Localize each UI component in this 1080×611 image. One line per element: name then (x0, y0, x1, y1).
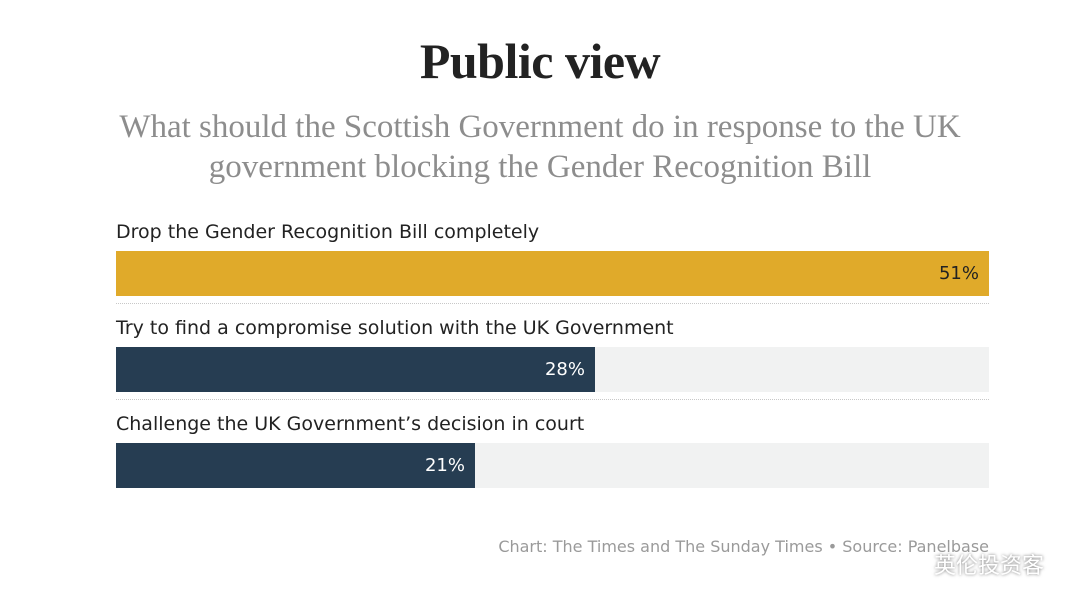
chart-credit: Chart: The Times and The Sunday Times • … (498, 537, 989, 556)
wechat-icon (897, 552, 927, 575)
bar-compromise (116, 347, 595, 392)
bar-track: 51% (116, 251, 989, 296)
bar-row-drop-bill: Drop the Gender Recognition Bill complet… (116, 218, 989, 296)
bar-row-compromise: Try to find a compromise solution with t… (116, 314, 989, 392)
watermark: 英伦投资客 (897, 548, 1044, 580)
bar-label: Drop the Gender Recognition Bill complet… (116, 221, 540, 243)
bar-track: 28% (116, 347, 989, 392)
bar-row-challenge: Challenge the UK Government’s decision i… (116, 410, 989, 488)
watermark-text: 英伦投资客 (933, 554, 1044, 579)
bar-challenge (116, 443, 475, 488)
row-divider (116, 303, 989, 304)
bar-label: Challenge the UK Government’s decision i… (116, 413, 585, 435)
bar-value-label: 28% (544, 359, 585, 380)
chart-title: Public view (419, 33, 661, 89)
row-divider (116, 399, 989, 400)
bar-track: 21% (116, 443, 989, 488)
bar-value-label: 21% (424, 455, 465, 476)
bar-label: Try to find a compromise solution with t… (116, 317, 674, 339)
chart-subtitle: What should the Scottish Government do i… (119, 109, 961, 185)
bar-drop-bill (116, 251, 989, 296)
bar-value-label: 51% (938, 263, 979, 284)
